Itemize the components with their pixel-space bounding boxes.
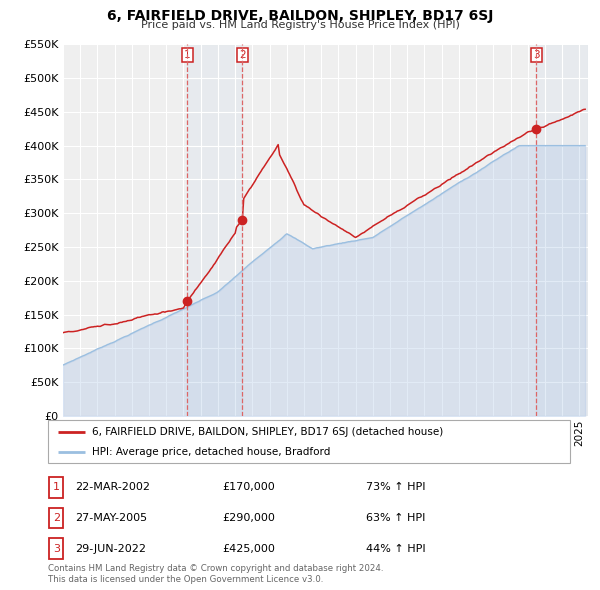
Text: 1: 1 (184, 50, 191, 60)
Text: 2: 2 (53, 513, 60, 523)
FancyBboxPatch shape (48, 420, 570, 463)
Text: £425,000: £425,000 (222, 544, 275, 553)
Text: 3: 3 (533, 50, 539, 60)
Bar (536, 44, 588, 416)
Text: 27-MAY-2005: 27-MAY-2005 (75, 513, 147, 523)
Text: 22-MAR-2002: 22-MAR-2002 (75, 483, 150, 492)
Text: 1: 1 (53, 483, 60, 492)
Text: 6, FAIRFIELD DRIVE, BAILDON, SHIPLEY, BD17 6SJ: 6, FAIRFIELD DRIVE, BAILDON, SHIPLEY, BD… (107, 9, 493, 23)
Text: Price paid vs. HM Land Registry's House Price Index (HPI): Price paid vs. HM Land Registry's House … (140, 20, 460, 30)
Text: HPI: Average price, detached house, Bradford: HPI: Average price, detached house, Brad… (92, 447, 331, 457)
FancyBboxPatch shape (49, 538, 64, 559)
Bar (187, 44, 242, 416)
FancyBboxPatch shape (49, 477, 64, 498)
Text: £170,000: £170,000 (222, 483, 275, 492)
Text: 73% ↑ HPI: 73% ↑ HPI (366, 483, 425, 492)
FancyBboxPatch shape (49, 507, 64, 529)
Text: 29-JUN-2022: 29-JUN-2022 (75, 544, 146, 553)
Text: 2: 2 (239, 50, 245, 60)
Text: This data is licensed under the Open Government Licence v3.0.: This data is licensed under the Open Gov… (48, 575, 323, 584)
Text: £290,000: £290,000 (222, 513, 275, 523)
Text: Contains HM Land Registry data © Crown copyright and database right 2024.: Contains HM Land Registry data © Crown c… (48, 565, 383, 573)
Text: 3: 3 (53, 544, 60, 553)
Text: 6, FAIRFIELD DRIVE, BAILDON, SHIPLEY, BD17 6SJ (detached house): 6, FAIRFIELD DRIVE, BAILDON, SHIPLEY, BD… (92, 427, 443, 437)
Text: 44% ↑ HPI: 44% ↑ HPI (366, 544, 425, 553)
Text: 63% ↑ HPI: 63% ↑ HPI (366, 513, 425, 523)
